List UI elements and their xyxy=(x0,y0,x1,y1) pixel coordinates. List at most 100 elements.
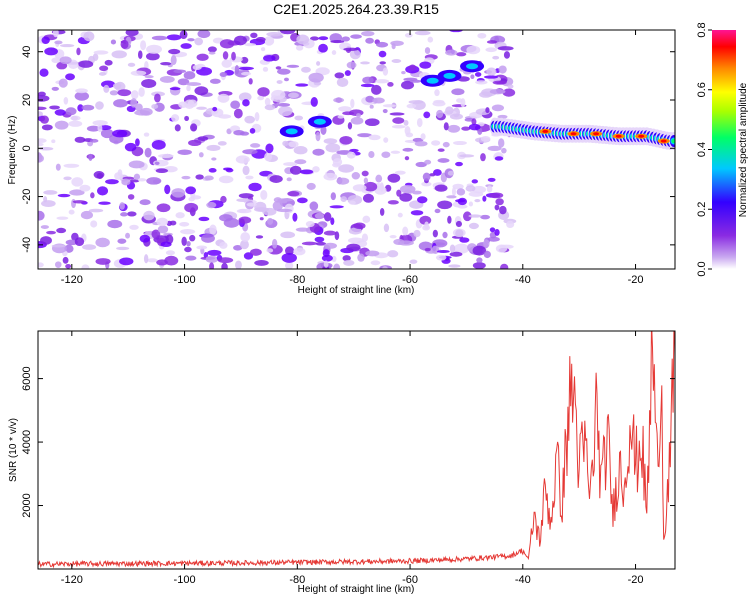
spectrogram-noise-blob xyxy=(399,192,413,202)
spectrogram-noise-blob xyxy=(378,50,387,58)
spectrogram-noise-blob xyxy=(231,51,236,61)
spectrogram-noise-blob xyxy=(483,75,499,79)
spectrogram-noise-blob xyxy=(189,234,196,242)
spectrogram-noise-blob xyxy=(452,183,464,190)
spectrogram-noise-blob xyxy=(209,224,217,235)
spectrogram-noise-blob xyxy=(408,100,424,104)
spectrogram-noise-blob xyxy=(201,233,215,243)
spectrogram-noise-blob xyxy=(279,30,296,35)
spectrogram-marks xyxy=(38,30,675,269)
spectrogram-noise-blob xyxy=(391,124,406,129)
spectrogram-noise-blob xyxy=(331,255,337,263)
spectrogram-noise-blob xyxy=(112,129,128,138)
spectrogram-noise-blob xyxy=(197,136,209,141)
spectrogram-noise-blob xyxy=(238,92,252,102)
spectrogram-noise-blob xyxy=(154,161,160,165)
spectrogram-noise-blob xyxy=(502,88,516,97)
spectrogram-noise-blob xyxy=(235,260,242,269)
spectrogram-noise-blob xyxy=(139,199,151,206)
spectrogram-noise-blob xyxy=(365,95,375,103)
spectrogram-noise-blob xyxy=(287,191,300,197)
spectrogram-noise-blob xyxy=(489,88,506,95)
spectrogram-noise-blob xyxy=(448,264,461,268)
spectrogram-noise-blob xyxy=(207,46,217,53)
spectrogram-noise-blob xyxy=(334,72,345,79)
spectrogram-noise-blob xyxy=(403,119,409,126)
spectrogram-noise-blob xyxy=(156,203,171,213)
spectrogram-noise-blob xyxy=(277,68,291,75)
spectrogram-noise-blob xyxy=(269,175,283,183)
spectrogram-noise-blob xyxy=(296,34,310,45)
spectrogram-noise-blob xyxy=(486,67,497,76)
spectrogram-noise-blob xyxy=(51,139,56,144)
x-tick-label: -40 xyxy=(515,274,531,286)
spectrogram-noise-blob xyxy=(336,177,350,185)
spectrogram-noise-blob xyxy=(276,80,283,84)
x-tick-label: -20 xyxy=(628,574,644,586)
spectrogram-noise-blob xyxy=(217,114,232,119)
spectrogram-noise-blob xyxy=(144,75,154,79)
spectrogram-noise-blob xyxy=(100,128,114,139)
spectrogram-noise-blob xyxy=(236,198,251,203)
spectrogram-noise-blob xyxy=(350,34,362,39)
spectrogram-noise-blob xyxy=(257,87,270,97)
spectrogram-noise-blob xyxy=(371,84,382,95)
spectrogram-noise-blob xyxy=(451,88,465,96)
spectrogram-noise-blob xyxy=(287,92,299,99)
spectrogram-noise-blob xyxy=(38,210,45,221)
spectrogram-noise-blob xyxy=(408,64,417,71)
spectrogram-noise-blob xyxy=(471,118,477,126)
spectrogram-noise-blob xyxy=(81,264,90,269)
spectrogram-hotspot-core xyxy=(593,132,600,136)
spectrogram-noise-blob xyxy=(198,216,210,222)
spectrogram-noise-blob xyxy=(93,170,105,179)
spectrogram-noise-blob xyxy=(262,66,269,72)
spectrogram-noise-blob xyxy=(240,71,252,76)
spectrogram-noise-blob xyxy=(342,111,355,116)
spectrogram-noise-blob xyxy=(297,197,308,204)
spectrogram-noise-blob xyxy=(88,153,93,161)
spectrogram-noise-blob xyxy=(277,103,291,107)
spectrogram-noise-blob xyxy=(323,260,329,268)
spectrogram-noise-blob xyxy=(340,196,347,202)
spectrogram-noise-blob xyxy=(230,100,241,109)
spectrogram-noise-blob xyxy=(432,101,446,107)
spectrogram-noise-blob xyxy=(82,244,97,250)
spectrogram-noise-blob xyxy=(379,61,387,65)
spectrogram-noise-blob xyxy=(109,90,119,96)
spectrogram-noise-blob xyxy=(344,70,351,77)
spectrogram-noise-blob xyxy=(51,244,66,248)
spectrogram-noise-blob xyxy=(265,143,274,154)
spectrogram-noise-blob xyxy=(486,185,493,193)
spectrogram-noise-blob xyxy=(151,140,166,150)
spectrogram-noise-blob xyxy=(363,177,368,184)
spectrogram-noise-blob xyxy=(295,227,310,232)
spectrogram-noise-blob xyxy=(474,72,482,77)
spectrogram-noise-blob xyxy=(234,64,240,75)
spectrogram-noise-blob xyxy=(139,234,151,243)
spectrogram-noise-blob xyxy=(323,230,337,236)
spectrogram-noise-blob xyxy=(369,104,374,109)
spectrogram-noise-blob xyxy=(208,51,216,55)
spectrogram-noise-blob xyxy=(79,184,91,192)
spectrogram-noise-blob xyxy=(219,72,228,77)
spectrogram-noise-blob xyxy=(406,103,417,109)
spectrogram-noise-blob xyxy=(93,50,109,55)
spectrogram-noise-blob xyxy=(341,36,350,42)
spectrogram-noise-blob xyxy=(343,47,359,51)
spectrogram-noise-blob xyxy=(475,80,488,85)
spectrogram-noise-blob xyxy=(338,106,352,112)
spectrogram-noise-blob xyxy=(293,247,306,256)
spectrogram-noise-blob xyxy=(38,138,47,144)
spectrogram-noise-blob xyxy=(409,79,422,83)
spectrogram-noise-blob xyxy=(275,66,282,70)
spectrogram-noise-blob xyxy=(442,141,450,148)
spectrogram-noise-blob xyxy=(480,153,486,162)
spectrogram-noise-blob xyxy=(295,45,304,51)
spectrogram-noise-blob xyxy=(421,181,432,187)
spectrogram-noise-blob xyxy=(463,211,472,222)
spectrogram-signal-core xyxy=(313,118,326,125)
spectrogram-noise-blob xyxy=(376,41,389,48)
snr-y-ticks: 2000 4000 6000 xyxy=(21,366,675,518)
spectrogram-noise-blob xyxy=(437,148,445,152)
